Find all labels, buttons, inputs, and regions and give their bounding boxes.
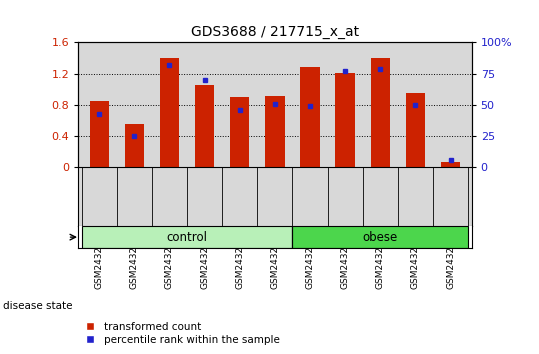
Bar — [406, 93, 425, 167]
Bar — [371, 58, 390, 167]
Text: control: control — [167, 230, 208, 244]
Title: GDS3688 / 217715_x_at: GDS3688 / 217715_x_at — [191, 25, 359, 39]
Bar — [230, 97, 250, 167]
Text: obese: obese — [363, 230, 398, 244]
Bar — [441, 162, 460, 167]
Bar — [89, 101, 109, 167]
Bar — [82, 227, 293, 248]
Bar — [195, 85, 215, 167]
Bar — [293, 227, 468, 248]
Bar — [125, 124, 144, 167]
Bar — [335, 73, 355, 167]
Bar — [300, 68, 320, 167]
Text: disease state: disease state — [3, 301, 72, 311]
Bar — [160, 58, 179, 167]
Bar — [265, 96, 285, 167]
Legend: transformed count, percentile rank within the sample: transformed count, percentile rank withi… — [75, 317, 285, 349]
